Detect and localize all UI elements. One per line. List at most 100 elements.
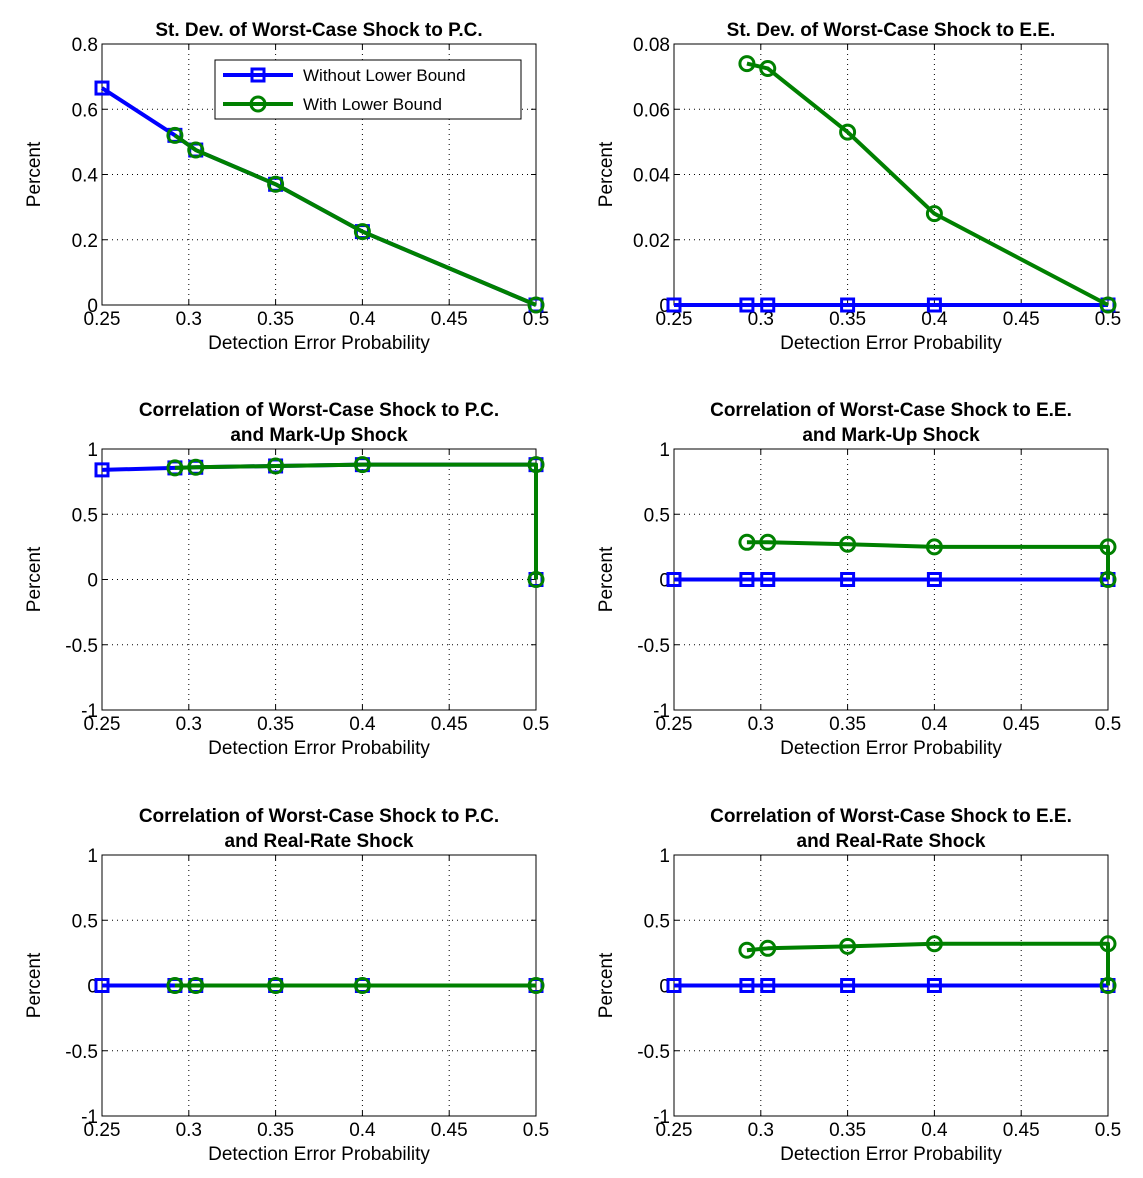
y-tick-label: 1	[87, 846, 98, 867]
data-point-without-lower-bound	[840, 297, 856, 313]
x-tick-label: 0.35	[257, 1120, 294, 1141]
x-tick-label: 0.3	[748, 1120, 774, 1141]
data-point-without-lower-bound	[739, 297, 755, 313]
x-tick-label: 0.25	[656, 309, 693, 330]
x-axis-label: Detection Error Probability	[208, 1144, 430, 1165]
data-point-without-lower-bound	[94, 462, 110, 478]
data-point-without-lower-bound	[760, 978, 776, 993]
y-tick-label: 0.2	[72, 231, 98, 252]
x-tick-label: 0.4	[921, 1120, 948, 1141]
y-tick-label: 1	[659, 440, 670, 461]
data-point-without-lower-bound	[666, 978, 682, 993]
y-tick-label: 0.8	[72, 35, 98, 56]
data-point-with-lower-bound	[738, 533, 756, 551]
data-point-without-lower-bound	[739, 572, 755, 587]
data-point-with-lower-bound	[759, 59, 777, 77]
data-point-without-lower-bound	[94, 80, 110, 96]
x-tick-label: 0.4	[349, 309, 376, 330]
series-line-with-lower-bound	[174, 462, 538, 580]
x-tick-label: 0.35	[829, 714, 866, 735]
legend-label: Without Lower Bound	[303, 66, 466, 85]
x-tick-label: 0.4	[349, 1120, 376, 1141]
chart-title-line: and Real-Rate Shock	[225, 831, 414, 852]
data-point-without-lower-bound	[739, 978, 755, 993]
x-tick-label: 0.3	[176, 309, 202, 330]
x-tick-label: 0.3	[176, 1120, 202, 1141]
x-tick-label: 0.25	[656, 1120, 693, 1141]
y-tick-label: 0.4	[72, 166, 99, 187]
data-point-without-lower-bound	[760, 572, 776, 587]
data-point-with-lower-bound	[759, 533, 777, 551]
data-point-with-lower-bound	[1099, 977, 1117, 994]
chart-title-line: and Real-Rate Shock	[797, 831, 986, 852]
y-tick-label: 0	[87, 571, 98, 592]
chart-title-line: St. Dev. of Worst-Case Shock to E.E.	[727, 20, 1056, 41]
y-tick-label: -1	[81, 1107, 98, 1128]
x-tick-label: 0.45	[1003, 309, 1040, 330]
x-tick-label: 0.5	[1095, 714, 1121, 735]
x-tick-label: 0.35	[829, 309, 866, 330]
data-point-with-lower-bound	[839, 123, 857, 141]
chart-panel-4: 0.25 0.3 0.35 0.4 0.45 0.5 -1 -0.5 0 0.5 1 Detectio…	[596, 400, 1121, 759]
data-point-with-lower-bound	[187, 141, 205, 159]
data-point-with-lower-bound	[187, 458, 205, 476]
chart-panel-6: 0.25 0.3 0.35 0.4 0.45 0.5 -1 -0.5 0 0.5 1 Detectio…	[596, 806, 1121, 1165]
series-line-with-lower-bound	[746, 540, 1110, 580]
y-tick-label: 0.5	[644, 505, 670, 526]
x-tick-label: 0.45	[1003, 1120, 1040, 1141]
data-point-with-lower-bound	[166, 459, 184, 477]
data-point-without-lower-bound	[926, 978, 942, 993]
data-point-without-lower-bound	[926, 572, 942, 587]
legend: Without Lower Bound With Lower Bound	[214, 59, 522, 120]
y-axis-label: Percent	[596, 546, 617, 612]
x-tick-label: 0.35	[257, 309, 294, 330]
legend-marker	[249, 95, 267, 113]
data-point-without-lower-bound	[760, 297, 776, 313]
x-axis-label: Detection Error Probability	[780, 1144, 1002, 1165]
x-tick-label: 0.25	[84, 1120, 121, 1141]
chart-title-line: and Mark-Up Shock	[230, 425, 408, 446]
data-point-with-lower-bound	[267, 457, 285, 475]
y-tick-label: 1	[87, 440, 98, 461]
x-tick-label: 0.5	[523, 714, 549, 735]
x-tick-label: 0.4	[921, 714, 948, 735]
data-point-without-lower-bound	[94, 978, 110, 993]
data-point-with-lower-bound	[353, 223, 371, 241]
data-point-without-lower-bound	[666, 297, 682, 313]
y-axis-label: Percent	[24, 952, 45, 1018]
x-tick-label: 0.25	[656, 714, 693, 735]
y-tick-label: 0.02	[633, 231, 670, 252]
x-tick-label: 0.4	[349, 714, 376, 735]
x-axis-label: Detection Error Probability	[208, 333, 430, 354]
chart-title-line: Correlation of Worst-Case Shock to E.E.	[710, 806, 1072, 827]
legend-box	[214, 59, 522, 120]
x-tick-label: 0.45	[431, 714, 468, 735]
y-axis-label: Percent	[24, 141, 45, 207]
y-tick-label: 0.5	[72, 505, 98, 526]
data-point-without-lower-bound	[666, 572, 682, 587]
legend-label: With Lower Bound	[303, 95, 442, 114]
data-point-with-lower-bound	[1099, 296, 1117, 314]
chart-title-line: and Mark-Up Shock	[802, 425, 980, 446]
x-axis-label: Detection Error Probability	[780, 333, 1002, 354]
x-tick-label: 0.45	[431, 1120, 468, 1141]
y-tick-label: -1	[81, 701, 98, 722]
data-point-with-lower-bound	[839, 937, 857, 955]
y-axis-label: Percent	[596, 952, 617, 1018]
x-tick-label: 0.45	[1003, 714, 1040, 735]
chart-panel-1: 0.25 0.3 0.35 0.4 0.45 0.5 0 0.2 0.4 0.6 0.8 Detect…	[24, 20, 549, 354]
data-point-with-lower-bound	[527, 977, 545, 994]
data-point-with-lower-bound	[1099, 935, 1117, 953]
data-point-with-lower-bound	[925, 935, 943, 953]
data-point-without-lower-bound	[926, 297, 942, 313]
y-tick-label: -0.5	[637, 636, 670, 657]
data-point-with-lower-bound	[1099, 538, 1117, 556]
chart-title-line: Correlation of Worst-Case Shock to P.C.	[139, 400, 499, 421]
chart-title-line: Correlation of Worst-Case Shock to P.C.	[139, 806, 499, 827]
y-tick-label: -0.5	[65, 636, 98, 657]
y-tick-label: 1	[659, 846, 670, 867]
y-axis-label: Percent	[596, 141, 617, 207]
y-tick-label: 0	[659, 296, 670, 317]
